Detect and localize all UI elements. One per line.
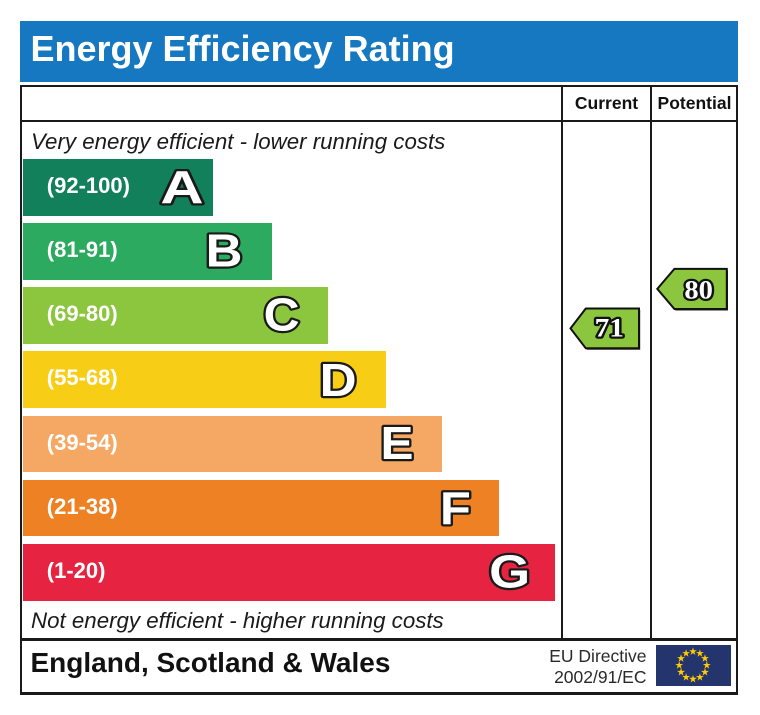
svg-text:G: G [489,545,530,597]
svg-text:F: F [440,482,471,534]
svg-text:E: E [381,417,414,469]
svg-text:D: D [320,354,357,406]
svg-text:B: B [206,224,243,276]
svg-text:71: 71 [595,314,624,343]
svg-text:80: 80 [684,275,713,304]
svg-text:C: C [264,289,300,341]
svg-text:A: A [160,161,203,213]
